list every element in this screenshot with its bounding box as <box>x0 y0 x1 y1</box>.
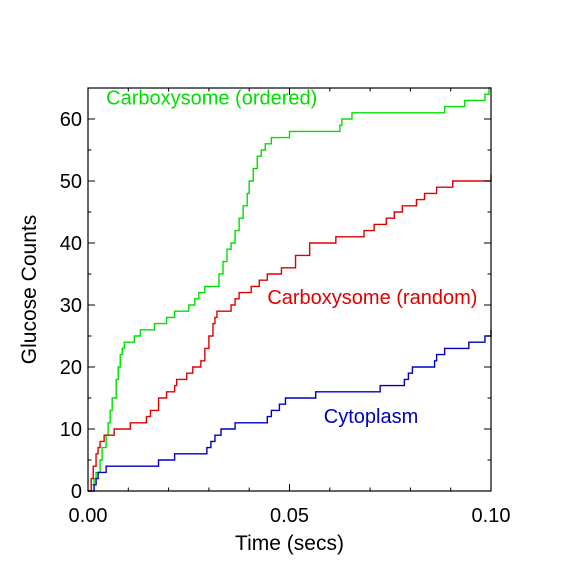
series-label-1: Carboxysome (random) <box>267 287 477 309</box>
x-tick-label: 0.05 <box>270 505 309 527</box>
y-tick-label: 30 <box>60 295 82 317</box>
y-axis-title: Glucose Counts <box>18 215 41 364</box>
series-line-0 <box>88 87 491 492</box>
y-tick-label: 40 <box>60 233 82 255</box>
y-tick-label: 10 <box>60 419 82 441</box>
x-tick-label: 0.10 <box>472 505 511 527</box>
series-layer <box>88 87 492 492</box>
y-tick-label: 60 <box>60 109 82 131</box>
series-line-1 <box>88 174 492 492</box>
y-tick-label: 50 <box>60 171 82 193</box>
ticks-layer: 0 10 20 30 40 50 60 0.00 0.05 0.10 <box>60 88 511 527</box>
series-label-2: Cytoplasm <box>324 406 418 428</box>
series-line-2 <box>88 329 492 492</box>
labels-layer: Carboxysome (ordered) Carboxysome (random… <box>106 88 477 428</box>
y-tick-label: 20 <box>60 357 82 379</box>
series-label-0: Carboxysome (ordered) <box>106 88 317 110</box>
x-tick-label: 0.00 <box>69 505 108 527</box>
y-tick-label: 0 <box>71 481 82 503</box>
x-axis-title: Time (secs) <box>235 532 344 555</box>
